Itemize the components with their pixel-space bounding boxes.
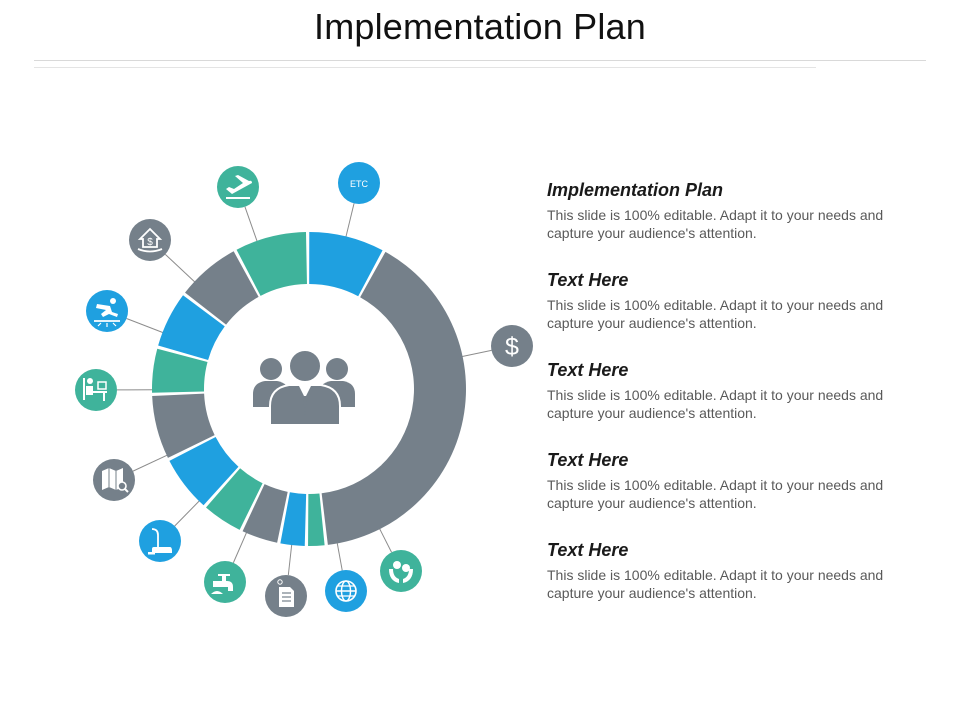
connector-line [287, 541, 293, 576]
connector-line [132, 453, 171, 472]
connector-line [377, 525, 392, 553]
slip-hazard-icon [86, 290, 128, 332]
connector-line [336, 539, 343, 571]
house-money-icon: $ [129, 219, 171, 261]
ring-segment-5 [242, 484, 288, 543]
ring-segment-9 [152, 348, 208, 393]
map-search-icon [93, 459, 135, 501]
outer-icon-ring: ETC $ $ [75, 162, 533, 617]
text-block-5: Text Here This slide is 100% editable. A… [547, 540, 907, 602]
text-block-body: This slide is 100% editable. Adapt it to… [547, 477, 884, 511]
text-block-3: Text Here This slide is 100% editable. A… [547, 360, 907, 422]
ring-segment-1 [309, 232, 383, 297]
connector-line [344, 203, 355, 241]
text-block-body: This slide is 100% editable. Adapt it to… [547, 567, 884, 601]
airplane-takeoff-icon [217, 166, 259, 208]
text-block-body: This slide is 100% editable. Adapt it to… [547, 207, 884, 241]
ring-segment-10 [158, 295, 225, 360]
ring-segment-2 [321, 251, 466, 545]
faucet-icon [204, 561, 246, 603]
dollar-icon: $ [491, 325, 533, 367]
text-block-body: This slide is 100% editable. Adapt it to… [547, 387, 884, 421]
ring-segment-8 [152, 393, 215, 458]
connector-line [174, 497, 203, 527]
text-block-2: Text Here This slide is 100% editable. A… [547, 270, 907, 332]
ring-segment-3 [308, 493, 325, 547]
text-block-heading: Text Here [547, 270, 629, 290]
ring-segment-7 [169, 437, 239, 506]
ring-segment-11 [185, 251, 259, 325]
connector-line [126, 318, 167, 335]
ring-segment-4 [280, 492, 307, 546]
text-block-4: Text Here This slide is 100% editable. A… [547, 450, 907, 512]
connector-line [458, 349, 492, 358]
text-block-body: This slide is 100% editable. Adapt it to… [547, 297, 884, 331]
globe-icon [325, 570, 367, 612]
etc-label-text: ETC [350, 179, 369, 189]
desk-worker-icon [75, 369, 117, 411]
slide-title: Implementation Plan [314, 6, 646, 47]
text-block-heading: Text Here [547, 450, 629, 470]
donut-ring [152, 232, 466, 547]
dollar-glyph: $ [505, 333, 519, 361]
connector-line [232, 529, 249, 563]
etc-label: ETC [338, 162, 380, 204]
document-icon [265, 575, 307, 617]
connector-line [164, 253, 198, 285]
connector-lines [116, 203, 492, 576]
text-block-heading: Text Here [547, 540, 629, 560]
center-team-icon [253, 349, 355, 426]
ring-segment-12 [236, 232, 307, 296]
vacuum-cleaner-icon [139, 520, 181, 562]
ring-segment-6 [206, 468, 263, 530]
text-block-heading: Text Here [547, 360, 629, 380]
text-block-1: Implementation Plan This slide is 100% e… [547, 180, 907, 242]
money-hands-icon [380, 550, 422, 592]
title-divider [34, 60, 926, 61]
connector-line [244, 206, 259, 245]
title-divider-secondary [34, 67, 816, 68]
svg-text:$: $ [147, 237, 153, 248]
text-block-heading: Implementation Plan [547, 180, 724, 200]
